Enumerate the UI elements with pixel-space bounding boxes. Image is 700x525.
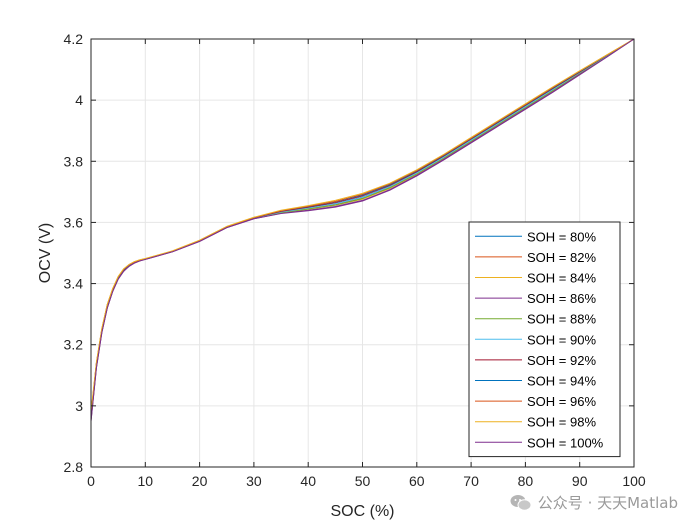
wechat-icon bbox=[510, 494, 532, 512]
legend-label: SOH = 86% bbox=[527, 291, 596, 306]
legend-label: SOH = 94% bbox=[527, 374, 596, 389]
x-tick-label: 60 bbox=[409, 473, 425, 489]
series-line bbox=[90, 38, 635, 413]
y-tick-label: 3 bbox=[75, 398, 83, 414]
axis-ticks: 0 10 20 30 40 50 60 70 80 90 100 2.8 3 3.2 3.4 3.6 3.8 4 4… bbox=[64, 31, 646, 489]
x-tick-label: 30 bbox=[246, 473, 262, 489]
x-axis-label: SOC (%) bbox=[331, 503, 395, 520]
legend: SOH = 80% SOH = 82% SOH = 84% SOH = 86% SOH … bbox=[468, 221, 621, 458]
x-tick-label: 100 bbox=[622, 473, 646, 489]
x-tick-label: 50 bbox=[355, 473, 371, 489]
x-tick-label: 90 bbox=[572, 473, 588, 489]
legend-label: SOH = 98% bbox=[527, 415, 596, 430]
y-tick-label: 3.2 bbox=[64, 337, 84, 353]
x-tick-label: 40 bbox=[300, 473, 316, 489]
legend-label: SOH = 92% bbox=[527, 353, 596, 368]
y-tick-label: 4 bbox=[75, 92, 83, 108]
x-tick-label: 80 bbox=[518, 473, 534, 489]
legend-label: SOH = 84% bbox=[527, 271, 596, 286]
x-tick-label: 10 bbox=[138, 473, 154, 489]
x-tick-label: 20 bbox=[192, 473, 208, 489]
legend-label: SOH = 80% bbox=[527, 229, 596, 244]
watermark: 公众号 · 天天Matlab bbox=[510, 492, 678, 513]
y-tick-label: 3.6 bbox=[64, 214, 84, 230]
legend-label: SOH = 100% bbox=[527, 435, 604, 450]
y-tick-label: 2.8 bbox=[64, 459, 84, 475]
y-axis-label: OCV (V) bbox=[37, 223, 54, 283]
y-tick-label: 3.4 bbox=[64, 276, 84, 292]
y-tick-label: 4.2 bbox=[64, 31, 84, 47]
legend-label: SOH = 82% bbox=[527, 250, 596, 265]
watermark-text: 公众号 · 天天Matlab bbox=[537, 494, 678, 512]
series-lines bbox=[90, 38, 635, 422]
series-line bbox=[90, 38, 635, 422]
x-tick-label: 0 bbox=[87, 473, 95, 489]
y-tick-label: 3.8 bbox=[64, 153, 84, 169]
legend-label: SOH = 88% bbox=[527, 312, 596, 327]
legend-label: SOH = 96% bbox=[527, 394, 596, 409]
legend-label: SOH = 90% bbox=[527, 332, 596, 347]
x-tick-label: 70 bbox=[463, 473, 479, 489]
